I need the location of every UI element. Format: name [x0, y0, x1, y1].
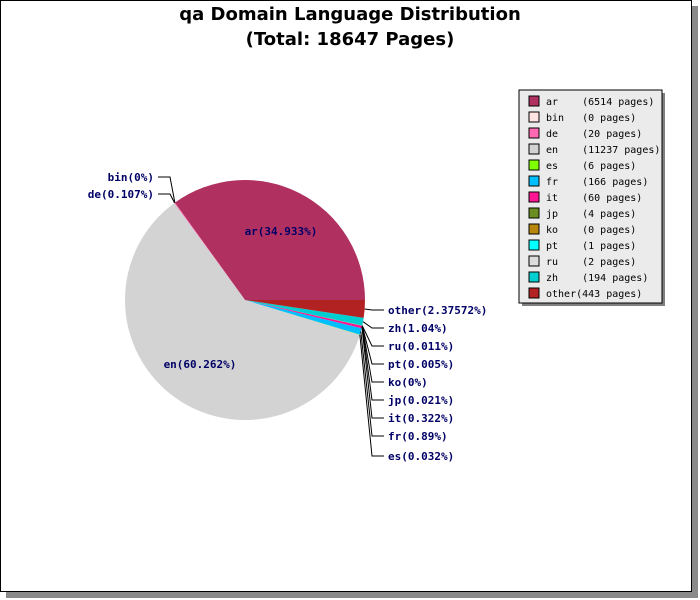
slice-label-fr: fr(0.89%) [388, 430, 448, 443]
leader-line-bin [158, 176, 176, 203]
legend-swatch-other [528, 287, 540, 299]
pie-slice-it [245, 300, 363, 329]
chart-title: qa Domain Language Distribution [179, 4, 521, 25]
legend-swatch-it [528, 191, 540, 203]
slice-label-pt: pt(0.005%) [388, 358, 454, 371]
leader-line-jp [361, 325, 384, 401]
legend-entry-fr: fr (166 pages) [546, 177, 648, 188]
slice-label-zh: zh(1.04%) [388, 322, 448, 335]
legend-entry-other: other(443 pages) [546, 289, 642, 300]
legend-entry-en: en (11237 pages) [546, 145, 660, 156]
legend-entry-ru: ru (2 pages) [546, 257, 636, 268]
leader-line-other [364, 308, 384, 311]
pie-slice-jp [245, 300, 363, 326]
slice-label-bin: bin(0%) [108, 171, 154, 184]
pie-slice-other [245, 300, 365, 318]
legend-entry-es: es (6 pages) [546, 161, 636, 172]
legend-swatch-de [528, 127, 540, 139]
legend-entry-jp: jp (4 pages) [546, 209, 636, 220]
legend-entry-pt: pt (1 pages) [546, 241, 636, 252]
legend-swatch-jp [528, 207, 540, 219]
slice-labels: ar(34.933%) en(60.262%) bin(0%) de(0.107%) o… [88, 171, 488, 463]
legend: ar (6514 pages) bin (0 pages) de (20 pages… [518, 89, 665, 306]
leader-line-ru [361, 325, 384, 347]
pie-slice-es [245, 300, 360, 335]
legend-swatch-ar [528, 95, 540, 107]
legend-swatch-ru [528, 255, 540, 267]
leader-line-pt [361, 325, 384, 365]
pie-slice-ru [245, 300, 363, 326]
leader-lines [158, 176, 384, 457]
legend-swatch-pt [528, 239, 540, 251]
legend-entry-zh: zh (194 pages) [546, 273, 648, 284]
leader-line-de [158, 193, 175, 204]
legend-swatch-zh [528, 271, 540, 283]
pie-slices [125, 180, 365, 420]
leader-line-es [359, 334, 384, 457]
legend-entry-de: de (20 pages) [546, 129, 642, 140]
legend-swatch-ko [528, 223, 540, 235]
pie-slice-zh [245, 300, 364, 326]
leader-line-zh [362, 321, 384, 329]
slice-label-other: other(2.37572%) [388, 304, 487, 317]
leader-line-fr [360, 331, 384, 437]
slice-label-es: es(0.032%) [388, 450, 454, 463]
slice-label-it: it(0.322%) [388, 412, 454, 425]
slice-label-de: de(0.107%) [88, 188, 154, 201]
legend-entry-ar: ar (6514 pages) [546, 97, 654, 108]
slice-label-ar: ar(34.933%) [245, 225, 318, 238]
pie-slice-ar [174, 180, 365, 300]
chart-subtitle: (Total: 18647 Pages) [245, 29, 455, 50]
leader-line-it [361, 326, 384, 419]
legend-entry-ko: ko (0 pages) [546, 225, 636, 236]
legend-swatch-bin [528, 111, 540, 123]
pie-slice-de [174, 202, 245, 300]
pie-slice-en [125, 203, 360, 420]
legend-swatch-es [528, 159, 540, 171]
legend-box [518, 89, 663, 304]
slice-label-ko: ko(0%) [388, 376, 428, 389]
legend-entry-bin: bin (0 pages) [546, 113, 636, 124]
legend-entry-it: it (60 pages) [546, 193, 642, 204]
slice-label-en: en(60.262%) [164, 358, 237, 371]
pie-slice-fr [245, 300, 362, 335]
slice-label-jp: jp(0.021%) [388, 394, 454, 407]
pie-slice-pt [245, 300, 363, 326]
legend-swatch-en [528, 143, 540, 155]
slice-label-ru: ru(0.011%) [388, 340, 454, 353]
leader-line-ko [361, 325, 384, 383]
legend-swatch-fr [528, 175, 540, 187]
